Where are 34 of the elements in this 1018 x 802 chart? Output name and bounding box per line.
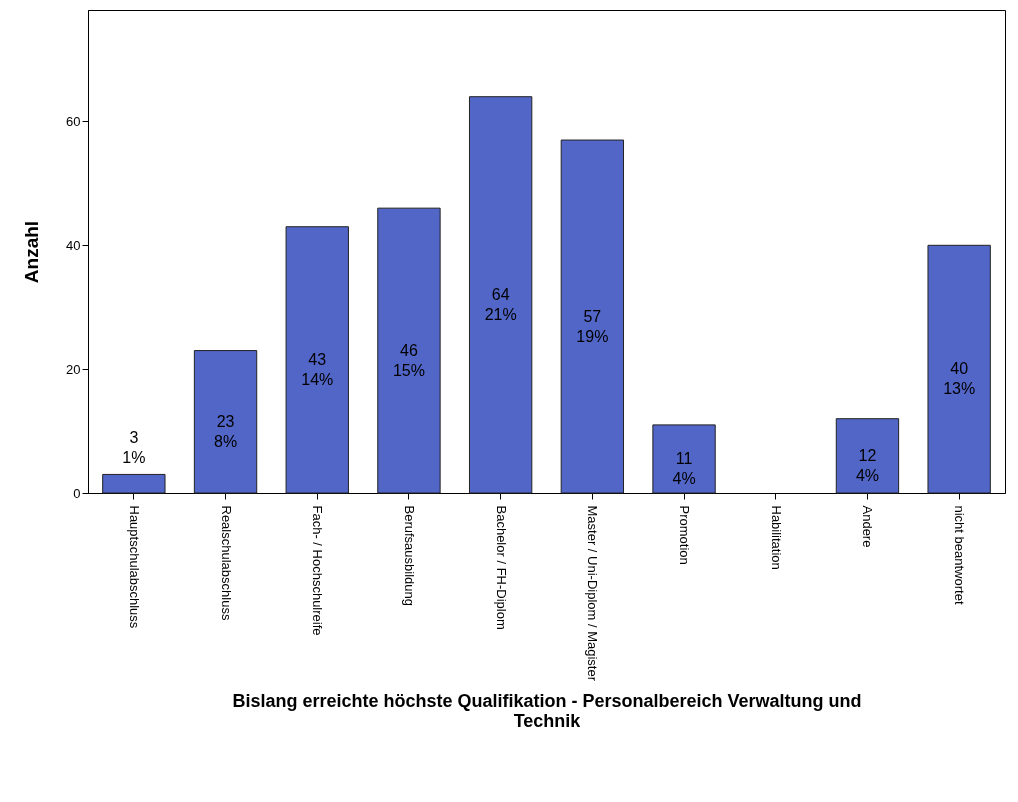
bar — [102, 473, 166, 494]
y-tick-label: 0 — [73, 485, 81, 501]
x-tick-label: Hauptschulabschluss — [126, 505, 142, 629]
bar — [560, 139, 625, 494]
data-label: 40 13% — [943, 360, 976, 398]
bar — [652, 424, 716, 494]
x-tick-label: Berufsausbildung — [401, 505, 417, 606]
bar — [835, 418, 900, 494]
x-axis-title: Bislang erreichte höchste Qualifikation - Personalbereich Verwaltung und Technik — [232, 691, 862, 732]
data-label: 43 14% — [301, 350, 334, 388]
y-axis-title: Anzahl — [21, 220, 43, 284]
data-label: 12 4% — [855, 446, 880, 484]
x-tick-label: Fach- / Hochschulreife — [310, 505, 326, 636]
x-tick-label: Bachelor / FH-Diplom — [493, 505, 509, 630]
bar — [193, 350, 258, 494]
x-tick-label: Andere — [860, 505, 876, 548]
x-tick-label: Habilitation — [768, 505, 784, 570]
bar — [285, 226, 349, 494]
data-label: 64 21% — [484, 285, 517, 323]
y-tick-label: 60 — [66, 113, 81, 129]
data-label: 23 8% — [213, 412, 238, 450]
y-tick-label: 40 — [66, 237, 81, 253]
data-label: 3 1% — [122, 429, 146, 467]
x-tick-label: Master / Uni-Diplom / Magister — [585, 505, 601, 682]
data-label: 57 19% — [576, 307, 609, 345]
bar — [377, 207, 441, 494]
x-tick-label: Realschulabschluss — [218, 505, 234, 621]
y-tick-label: 20 — [66, 361, 81, 377]
bar — [468, 96, 533, 494]
x-tick-label: Promotion — [677, 505, 693, 565]
data-label: 11 4% — [672, 449, 696, 487]
data-label: 46 15% — [392, 341, 425, 379]
bar — [927, 244, 991, 494]
x-tick-label: nicht beantwortet — [952, 505, 968, 605]
